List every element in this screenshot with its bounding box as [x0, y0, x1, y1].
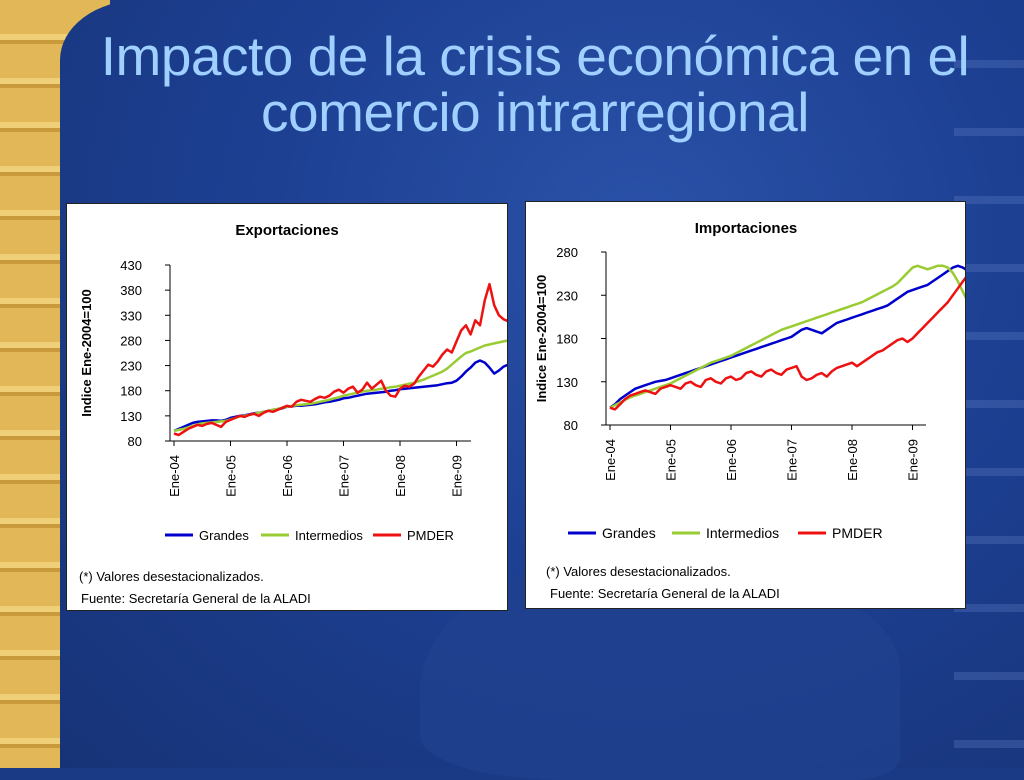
legend-label: Grandes [602, 525, 656, 541]
x-tick-label: Ene-09 [450, 455, 465, 497]
slide-title: Impacto de la crisis económica en el com… [100, 25, 970, 143]
x-tick-label: Ene-04 [167, 455, 182, 497]
x-tick-label: Ene-06 [280, 455, 295, 497]
legend-label: PMDER [407, 528, 454, 543]
exportaciones-chart-panel: Exportaciones Indice Ene-2004=100 80 130 180… [66, 203, 508, 611]
y-axis-label: Indice Ene-2004=100 [534, 275, 549, 403]
y-tick-label: 180 [120, 384, 142, 399]
x-tick-label: Ene-09 [906, 439, 921, 481]
series-line-pmder [609, 276, 965, 411]
x-tick-label: Ene-05 [224, 455, 239, 497]
importaciones-chart: Importaciones Indice Ene-2004=100 80 130 180… [534, 220, 965, 541]
exportaciones-chart: Exportaciones Indice Ene-2004=100 80 130 180… [79, 222, 507, 543]
series-line-intermedios [609, 264, 965, 409]
series-line-grandes [609, 264, 965, 409]
x-tick-label: Ene-06 [724, 439, 739, 481]
chart-title: Importaciones [695, 220, 798, 237]
y-tick-label: 280 [120, 333, 142, 348]
x-tick-label: Ene-08 [845, 439, 860, 481]
exp-note-desestacionalizados: (*) Valores desestacionalizados. [79, 569, 264, 584]
y-tick-label: 230 [120, 359, 142, 374]
y-tick-label: 230 [556, 288, 578, 303]
y-tick-label: 130 [556, 375, 578, 390]
legend-label: Grandes [199, 528, 249, 543]
y-tick-label: 180 [556, 332, 578, 347]
importaciones-chart-panel: Importaciones Indice Ene-2004=100 80 130 180… [525, 201, 966, 609]
y-tick-label: 130 [120, 409, 142, 424]
x-tick-label: Ene-04 [603, 439, 618, 481]
legend-label: Intermedios [295, 528, 363, 543]
imp-note-desestacionalizados: (*) Valores desestacionalizados. [546, 564, 731, 579]
y-tick-label: 80 [128, 434, 142, 449]
series-line-grandes [173, 359, 507, 433]
exp-note-fuente: Fuente: Secretaría General de la ALADI [81, 591, 311, 606]
chart-title: Exportaciones [235, 222, 338, 239]
y-tick-label: 430 [120, 258, 142, 273]
series-line-pmder [173, 282, 507, 437]
legend-label: Intermedios [706, 525, 779, 541]
y-tick-label: 380 [120, 283, 142, 298]
y-tick-label: 280 [556, 245, 578, 260]
y-tick-label: 330 [120, 308, 142, 323]
x-tick-label: Ene-07 [785, 439, 800, 481]
y-tick-label: 80 [564, 418, 578, 433]
series-line-intermedios [173, 339, 507, 433]
imp-note-fuente: Fuente: Secretaría General de la ALADI [550, 586, 780, 601]
x-tick-label: Ene-07 [337, 455, 352, 497]
x-tick-label: Ene-08 [393, 455, 408, 497]
legend-label: PMDER [832, 525, 883, 541]
x-tick-label: Ene-05 [664, 439, 679, 481]
y-axis-label: Indice Ene-2004=100 [79, 289, 94, 417]
